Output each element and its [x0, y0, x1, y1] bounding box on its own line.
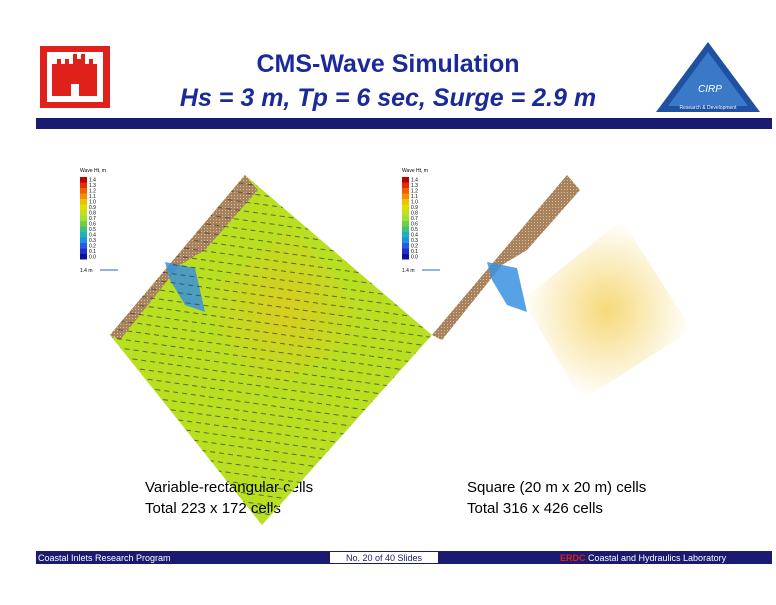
legend-swatch: [80, 226, 87, 232]
legend-label: 0.1: [411, 249, 418, 255]
legend-swatch: [402, 221, 409, 227]
slide-number: No. 20 of 40 Slides: [346, 553, 423, 563]
legend-label: 0.5: [411, 227, 418, 233]
legend-label: 0.9: [411, 205, 418, 211]
legend-label: 0.4: [89, 233, 96, 239]
legend-swatch: [402, 215, 409, 221]
legend-swatch: [402, 193, 409, 199]
legend-label: 0.7: [89, 216, 96, 222]
legend-swatch: [80, 188, 87, 194]
caption: Variable-rectangular cells: [145, 479, 313, 496]
legend-label: 1.4: [89, 178, 96, 184]
legend-swatch: [80, 248, 87, 254]
legend-swatch: [80, 199, 87, 205]
legend-swatch: [80, 243, 87, 249]
footer: Coastal Inlets Research Program No. 20 o…: [36, 551, 772, 564]
footer-org: ERDC: [560, 553, 586, 563]
header-bar: [36, 118, 772, 129]
legend-label: 0.3: [89, 238, 96, 244]
legend-label: 0.4: [411, 233, 418, 239]
inlet-blue: [487, 262, 527, 312]
footer-lab: Coastal and Hydraulics Laboratory: [588, 553, 727, 563]
legend-label: 1.4: [411, 178, 418, 184]
legend-title: Wave Ht, m: [402, 168, 428, 174]
legend-swatch: [402, 232, 409, 238]
title: CMS-Wave Simulation: [257, 50, 520, 78]
legend-swatch: [402, 177, 409, 183]
legend-swatch: [80, 237, 87, 243]
legend-swatch: [402, 204, 409, 210]
legend-label: 0.9: [89, 205, 96, 211]
legend-swatch: [402, 243, 409, 249]
legend-label: 0.6: [89, 222, 96, 228]
legend-swatch: [402, 254, 409, 260]
legend-label: 0.6: [411, 222, 418, 228]
legend-swatch: [80, 254, 87, 260]
legend-swatch: [80, 232, 87, 238]
legend-swatch: [402, 188, 409, 194]
legend-label: 1.3: [411, 183, 418, 189]
legend-label: 0.2: [89, 244, 96, 250]
legend-swatch: [80, 177, 87, 183]
legend-label: 0.5: [89, 227, 96, 233]
legend-swatch: [402, 182, 409, 188]
vector-scale: 1.4 m: [80, 268, 93, 274]
legend-label: 0.0: [411, 255, 418, 261]
legend-swatch: [80, 204, 87, 210]
logo-caption: Research & Development: [680, 105, 738, 111]
caption: Total 316 x 426 cells: [467, 500, 603, 517]
footer-program: Coastal Inlets Research Program: [38, 553, 171, 563]
legend-swatch: [80, 210, 87, 216]
legend-label: 0.0: [89, 255, 96, 261]
hot-zone: [522, 220, 692, 400]
legend-label: 1.3: [89, 183, 96, 189]
legend-label: 1.2: [89, 189, 96, 195]
legend-title: Wave Ht, m: [80, 168, 106, 174]
vector-scale: 1.4 m: [402, 268, 415, 274]
map-panel: Wave Ht, m 1.41.31.21.11.00.90.80.70.60.5…: [245, 168, 692, 525]
legend-label: 0.7: [411, 216, 418, 222]
cirp-logo: CIRP Research & Development: [656, 42, 760, 112]
legend-swatch: [80, 215, 87, 221]
legend-label: 0.8: [411, 211, 418, 217]
castle-logo: [40, 46, 110, 108]
legend-label: 1.1: [89, 194, 96, 200]
caption: Total 223 x 172 cells: [145, 500, 281, 517]
vectors: [245, 175, 432, 525]
legend-swatch: [402, 248, 409, 254]
legend-swatch: [402, 199, 409, 205]
legend-label: 0.3: [411, 238, 418, 244]
legend-label: 1.1: [411, 194, 418, 200]
shore: [432, 175, 580, 340]
legend-swatch: [402, 237, 409, 243]
caption: Square (20 m x 20 m) cells: [467, 479, 646, 496]
legend-label: 0.1: [89, 249, 96, 255]
panels: Wave Ht, m1.41.31.21.11.00.90.80.70.60.5…: [80, 168, 692, 525]
legend-label: 1.0: [411, 200, 418, 206]
subtitle: Hs = 3 m, Tp = 6 sec, Surge = 2.9 m: [180, 84, 596, 112]
legend-label: 0.2: [411, 244, 418, 250]
legend-swatch: [402, 226, 409, 232]
legend-swatch: [80, 182, 87, 188]
legend-label: 0.8: [89, 211, 96, 217]
vectors: [110, 175, 395, 525]
legend-label: 1.0: [89, 200, 96, 206]
legend-swatch: [80, 193, 87, 199]
logo-text: CIRP: [698, 84, 722, 95]
legend-swatch: [402, 210, 409, 216]
legend-swatch: [80, 221, 87, 227]
legend-label: 1.2: [411, 189, 418, 195]
